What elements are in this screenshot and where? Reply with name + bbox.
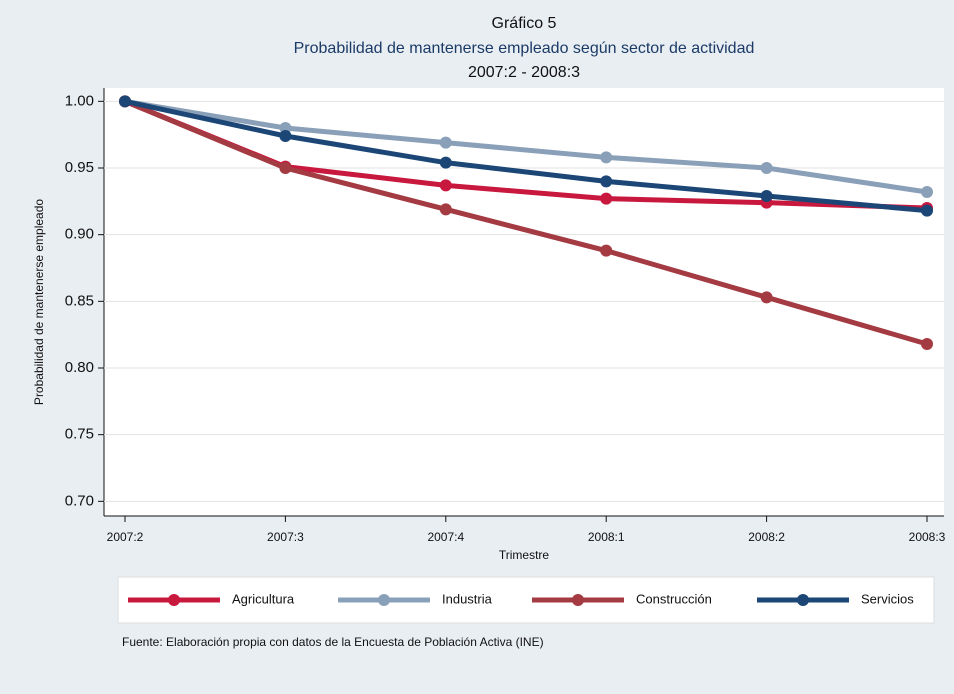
chart-title: Gráfico 5 <box>492 15 557 32</box>
legend-marker <box>378 594 390 606</box>
x-tick-label: 2007:2 <box>107 530 144 544</box>
data-point <box>600 244 613 257</box>
y-axis-label: Probabilidad de mantenerse empleado <box>32 199 46 405</box>
data-point <box>279 162 292 174</box>
series-line <box>124 99 928 347</box>
data-point <box>439 156 452 169</box>
data-point <box>921 204 933 217</box>
chart-period: 2007:2 - 2008:3 <box>468 64 580 81</box>
data-point <box>600 192 613 205</box>
data-point <box>600 175 613 188</box>
y-tick-label: 0.95 <box>65 159 94 176</box>
series-line <box>124 98 928 214</box>
legend-marker <box>572 594 584 606</box>
data-point <box>439 203 452 216</box>
x-tick-label: 2008:1 <box>588 530 625 544</box>
data-point <box>600 151 613 164</box>
y-tick-label: 1.00 <box>65 92 94 109</box>
legend-marker <box>168 594 180 606</box>
note: Fuente: Elaboración propia con datos de … <box>122 635 544 649</box>
data-point <box>760 162 773 174</box>
x-tick-label: 2007:4 <box>427 530 464 544</box>
data-point <box>760 291 773 304</box>
data-point <box>921 338 933 350</box>
x-tick-label: 2008:3 <box>909 530 946 544</box>
y-tick-label: 0.85 <box>65 292 94 309</box>
chart-subtitle: Probabilidad de mantenerse empleado segú… <box>294 40 755 57</box>
plot-area <box>104 88 944 516</box>
y-tick-label: 0.90 <box>65 226 94 243</box>
data-point <box>439 136 452 149</box>
y-tick-label: 0.70 <box>65 492 94 509</box>
series-line <box>124 98 928 195</box>
data-point <box>921 186 933 198</box>
legend-marker <box>797 594 809 606</box>
data-point <box>760 190 773 202</box>
y-tick-label: 0.75 <box>65 426 94 443</box>
x-axis-label: Trimestre <box>499 548 550 562</box>
data-point <box>119 95 131 108</box>
legend-label: Servicios <box>861 591 914 606</box>
x-tick-label: 2008:2 <box>748 530 785 544</box>
legend-label: Construcción <box>636 591 712 606</box>
legend-label: Industria <box>442 591 493 606</box>
data-point <box>279 130 292 142</box>
x-tick-label: 2007:3 <box>267 530 304 544</box>
data-point <box>439 179 452 192</box>
y-tick-label: 0.80 <box>65 359 94 376</box>
legend-label: Agricultura <box>232 591 295 606</box>
